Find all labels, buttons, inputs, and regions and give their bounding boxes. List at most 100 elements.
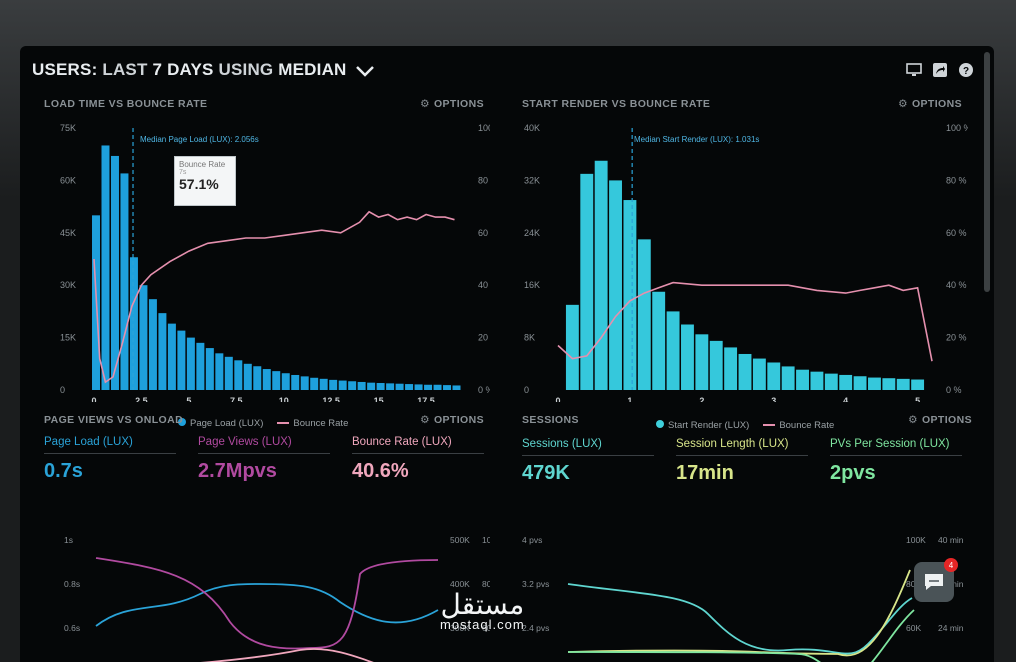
y-tick-label-right: 80K [906,579,921,589]
options-button[interactable]: ⚙ OPTIONS [420,98,484,110]
options-button[interactable]: ⚙ OPTIONS [898,98,962,110]
share-icon[interactable] [932,62,948,78]
bar [738,353,752,390]
y-tick-label-right: 40 % [946,280,967,290]
x-tick-label: 0 [555,396,560,402]
scrollbar[interactable] [984,52,990,292]
y-tick-label-right: 0 % [946,385,962,395]
kpi-bounce-rate[interactable]: Bounce Rate (LUX) 40.6% [352,436,484,483]
options-button[interactable]: ⚙ OPTIONS [420,414,484,426]
title-stat: MEDIAN [278,60,347,79]
dashboard-title[interactable]: USERS: LAST 7 DAYS USING MEDIAN [32,60,375,80]
bar [167,323,176,390]
options-button[interactable]: ⚙ OPTIONS [908,414,972,426]
watermark-arabic: مستقل [440,588,525,621]
bar [224,356,233,390]
bar [424,384,433,390]
monitor-icon[interactable] [906,62,922,78]
y-tick-label-right: 100 % [478,123,490,133]
tooltip-value: 57.1% [179,176,219,192]
bar [594,160,608,390]
y-tick-label-right2: 40 min [938,535,964,545]
bar [565,304,579,390]
bar [395,383,404,390]
start-render-panel: START RENDER VS BOUNCE RATE ⚙ OPTIONS 0 0 … [518,98,968,431]
page-views-chart: 0.4s200K40%0.6s300K60%0.8s400K80%1s500K1… [64,535,490,662]
legend-dot-icon [656,420,664,428]
y-tick-label-right: 0 % [478,385,490,395]
kpi-page-load[interactable]: Page Load (LUX) 0.7s [44,436,176,483]
y-tick-label-right: 300K [450,623,470,633]
bar [110,155,119,390]
legend-line-icon [763,424,776,427]
y-tick-label-right: 60 % [478,228,490,238]
y-tick-label-right: 20 % [946,333,967,343]
bar [414,384,423,390]
bar [376,383,385,390]
y-tick-label-left: 16K [524,280,540,290]
legend-item[interactable]: Bounce Rate [763,420,834,431]
kpi-sessions[interactable]: Sessions (LUX) 479K [522,438,654,485]
y-tick-label-right: 100K [906,535,926,545]
bar [196,342,205,390]
legend-item[interactable]: Bounce Rate [277,418,348,429]
bar [215,353,224,390]
legend-item[interactable]: Page Load (LUX) [178,418,263,429]
legend-item[interactable]: Start Render (LUX) [656,420,749,431]
load-time-chart: 0 0 % 15K 20 % 30K 40 % 45K 60 % 60K 80 % 75K 100 %… [60,123,490,402]
legend-line-icon [277,422,290,425]
bar [129,257,138,390]
watermark-latin: mostaql.com [440,617,525,632]
kpi-session-length[interactable]: Session Length (LUX) 17min [676,438,808,485]
y-tick-label-right2: 80% [482,579,490,589]
y-tick-label-left: 2.4 pvs [522,623,549,633]
bounce-rate-tooltip: Bounce Rate 7s 57.1% [174,156,236,206]
kpi-page-views[interactable]: Page Views (LUX) 2.7Mpvs [198,436,330,483]
pvs-per-session-line [567,609,915,662]
y-tick-label-right: 100 % [946,123,968,133]
y-tick-label-left: 0.8s [64,579,80,589]
chevron-down-icon[interactable] [355,65,375,77]
watermark: مستقل mostaql.com [440,588,525,632]
kpi-pvs-per-session[interactable]: PVs Per Session (LUX) 2pvs [830,438,962,485]
bar [623,200,637,390]
bar [580,173,594,390]
bar [291,374,300,390]
bar [810,371,824,390]
y-tick-label-left: 40K [524,123,540,133]
y-tick-label-left: 0.6s [64,623,80,633]
median-label: Median Start Render (LUX): 1.031s [634,135,759,144]
tooltip-sub: 7s [179,169,187,176]
bar [139,285,148,390]
bar [272,371,281,390]
x-tick-label: 5 [186,396,191,402]
x-tick-label: 1 [627,396,632,402]
tooltip-title: Bounce Rate [179,160,226,169]
bar [148,299,157,390]
bar [839,374,853,390]
bar [666,311,680,390]
y-tick-label-left: 1s [64,535,73,545]
panel-title: PAGE VIEWS VS ONLOAD [44,414,184,426]
bar [348,381,357,390]
bar [319,378,328,390]
bar [310,377,319,390]
svg-text:?: ? [963,66,969,77]
bar [262,369,271,390]
title-users: USERS: [32,60,98,79]
y-tick-label-right: 20 % [478,333,490,343]
bar [243,363,252,390]
session-length-line [567,569,911,657]
x-tick-label: 5 [915,396,920,402]
bar [177,330,186,390]
y-tick-label-right2: 60% [482,623,490,633]
gear-icon: ⚙ [908,414,918,426]
y-tick-label-right2: 24 min [938,623,964,633]
bar [781,366,795,390]
sessions-line [567,583,913,655]
bar [911,379,925,390]
bounce-rate-line [93,210,455,384]
help-icon[interactable]: ? [958,62,974,78]
x-tick-label: 15 [374,396,384,402]
bar [253,366,262,390]
